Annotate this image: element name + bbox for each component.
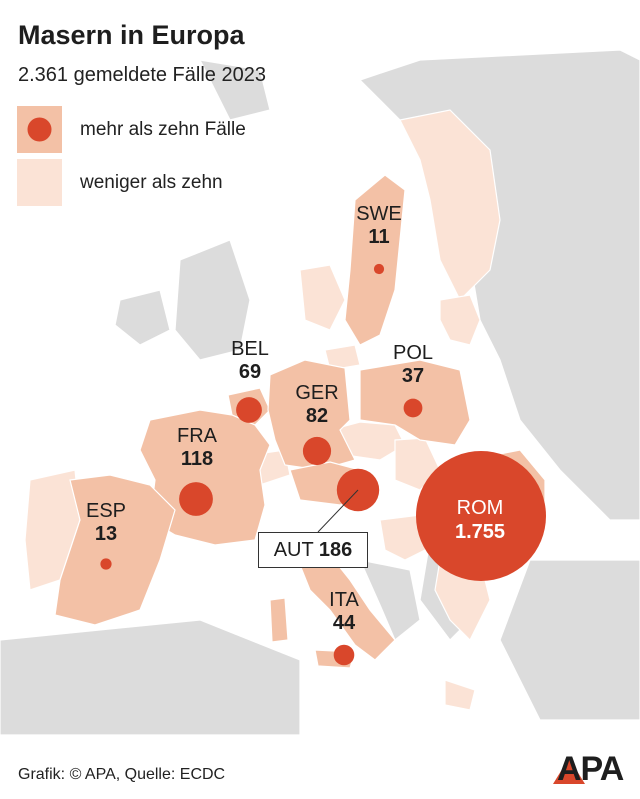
label-rom-value: 1.755: [454, 521, 506, 543]
label-rom-code: ROM: [456, 497, 504, 519]
page-subtitle: 2.361 gemeldete Fälle 2023: [18, 64, 266, 86]
label-esp-value: 13: [94, 523, 118, 545]
country-swe: [344, 174, 406, 346]
label-fra-value: 118: [180, 448, 214, 470]
label-swe: SWE 11: [356, 203, 402, 249]
label-fra-code: FRA: [177, 425, 217, 447]
label-swe-code: SWE: [356, 203, 402, 225]
label-aut: AUT 186: [258, 532, 368, 568]
label-ger: GER 82: [295, 382, 338, 428]
label-ger-value: 82: [305, 405, 329, 427]
apa-logo-mark: [553, 758, 585, 784]
label-esp: ESP 13: [86, 500, 126, 546]
case-circle-pol: [403, 398, 423, 418]
label-aut-code: AUT: [273, 539, 314, 561]
case-circle-rom: [416, 451, 546, 581]
legend-label-less: weniger als zehn: [80, 172, 223, 193]
case-circle-ger: [302, 436, 332, 466]
case-circle-ita: [333, 644, 355, 666]
case-circle-esp: [100, 558, 112, 570]
page-title: Masern in Europa: [18, 20, 245, 50]
label-pol: POL 37: [393, 342, 433, 388]
country-sardinia: [269, 597, 289, 643]
label-bel-value: 69: [238, 361, 262, 383]
label-bel-code: BEL: [231, 338, 269, 360]
label-ita-code: ITA: [329, 589, 359, 611]
legend-label-more: mehr als zehn Fälle: [80, 119, 246, 140]
label-fra: FRA 118: [177, 425, 217, 471]
label-pol-code: POL: [392, 342, 434, 364]
apa-logo-text: APA: [557, 750, 624, 788]
country-ger: [267, 359, 356, 471]
label-rom: ROM 1.755: [455, 496, 505, 544]
label-bel: BEL 69: [231, 338, 269, 384]
label-pol-value: 37: [401, 365, 425, 387]
country-esp: [54, 474, 176, 626]
label-ita-value: 44: [332, 612, 356, 634]
label-esp-code: ESP: [85, 500, 127, 522]
footer-source: Grafik: © APA, Quelle: ECDC: [18, 766, 226, 783]
label-swe-value: 11: [368, 226, 390, 248]
legend-swatch-less: [17, 159, 62, 206]
label-ger-code: GER: [295, 382, 339, 404]
label-ita: ITA 44: [329, 589, 359, 635]
label-aut-value: 186: [318, 539, 353, 561]
legend-dot: [27, 117, 52, 142]
case-circle-swe: [373, 263, 385, 275]
case-circle-fra: [179, 482, 213, 516]
eu-countries-few-cases: [24, 109, 501, 711]
aut-leader-line: [317, 489, 359, 533]
case-circle-bel: [236, 397, 262, 423]
